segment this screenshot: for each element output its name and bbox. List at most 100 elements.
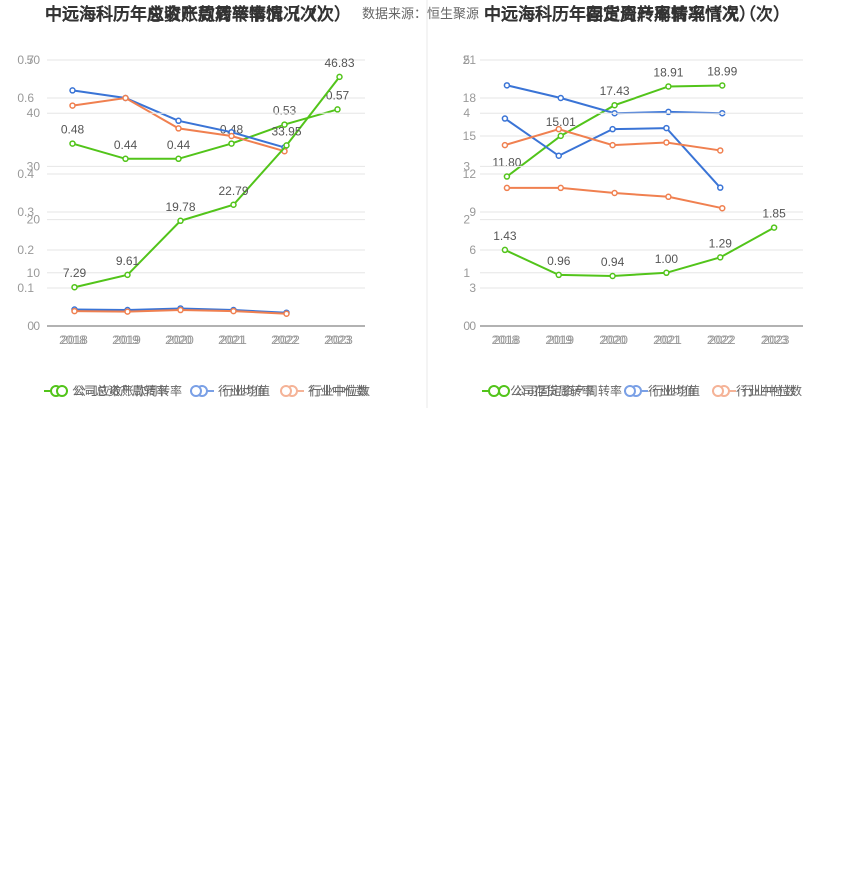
y-tick-label: 40 [27,106,41,120]
y-tick-label: 21 [463,53,477,67]
data-point[interactable] [717,254,724,261]
data-point[interactable] [665,83,672,90]
data-point[interactable] [124,271,131,279]
data-label: 1.43 [493,229,517,243]
data-point[interactable] [609,125,616,133]
data-point[interactable] [336,73,343,81]
data-label: 0.44 [114,138,138,152]
data-point[interactable] [503,82,511,89]
data-point[interactable] [719,82,726,89]
data-point[interactable] [281,121,288,128]
y-tick-label: 5 [463,53,470,67]
data-point[interactable] [228,140,235,147]
legend-right-b-series-3: 行业中位数 [742,383,802,398]
y-tick-label: 0.1 [17,281,34,295]
data-label: 33.95 [271,124,301,138]
data-point[interactable] [230,201,237,209]
y-tick-label: 12 [463,167,477,181]
data-point[interactable] [557,184,564,192]
y-tick-label: 0 [469,319,476,333]
data-point[interactable] [663,139,670,146]
x-tick-label: 2023 [324,333,351,347]
data-point[interactable] [334,106,341,113]
data-label: 18.91 [653,65,683,79]
data-point[interactable] [555,271,562,279]
x-tick-label: 2021 [220,333,247,347]
data-point[interactable] [71,307,78,315]
y-tick-label: 2 [463,213,470,227]
data-label: 9.61 [116,254,140,268]
y-tick-label: 0.3 [17,205,34,219]
data-point[interactable] [71,283,78,291]
chart-title-right-b: 中远海科历年固定资产周转率情况（次） [484,4,790,24]
legend-left-b-series-2: 行业均值 [222,383,270,398]
data-point[interactable] [501,246,509,254]
x-tick-label: 2019 [547,333,574,347]
data-point[interactable] [124,308,131,315]
series-line-0 [72,108,338,160]
data-point[interactable] [228,132,235,140]
data-point[interactable] [609,141,616,149]
data-point[interactable] [501,115,509,122]
data-point[interactable] [503,184,511,192]
data-point[interactable] [555,125,562,133]
data-point[interactable] [69,140,76,147]
chart-title-left-a: 中远海科历年总资产周转率情况（次） [45,4,334,24]
chart-title-left-b: 中远海科历年应收账款周转率情况（次） [45,4,351,24]
data-point[interactable] [557,132,564,140]
data-point[interactable] [175,117,182,125]
data-point[interactable] [69,102,76,109]
y-tick-label: 3 [463,159,470,173]
data-point[interactable] [555,152,562,160]
data-label: 0.94 [601,255,625,269]
data-point[interactable] [122,155,129,163]
legend-left-b[interactable]: 公司应收账款周转率 行业均值 行业中位数 [56,383,370,398]
x-tick-label: 2023 [326,333,353,347]
data-point[interactable] [501,141,509,149]
y-tick-label: 1 [463,266,470,280]
data-point[interactable] [283,142,290,149]
y-tick-label: 0.4 [17,167,34,181]
data-point[interactable] [609,272,616,280]
data-point[interactable] [230,307,237,315]
data-point[interactable] [175,125,182,132]
y-tick-label: 0.7 [17,53,34,67]
x-tick-label: 2018 [492,333,519,347]
data-point[interactable] [175,155,182,163]
data-label: 0.57 [326,88,350,102]
x-tick-label: 2022 [273,333,300,347]
x-tick-label: 2018 [61,333,88,347]
data-point[interactable] [122,94,129,102]
data-label: 0.48 [61,123,85,137]
data-point[interactable] [557,94,564,102]
data-point[interactable] [717,147,724,154]
data-point[interactable] [665,193,672,201]
data-source-label: 数据来源：恒生聚源 [362,6,479,21]
data-point[interactable] [69,87,76,94]
data-point[interactable] [611,101,618,109]
data-point[interactable] [663,124,670,132]
x-tick-label: 2021 [655,333,682,347]
y-tick-label: 50 [27,53,41,67]
y-tick-label: 0 [463,319,470,333]
x-tick-label: 2020 [167,333,194,347]
data-point[interactable] [177,306,184,314]
y-tick-label: 3 [469,281,476,295]
data-point[interactable] [770,224,778,231]
legend-right-a[interactable]: 公司存货周转率 行业均值 行业中位数 [482,383,796,398]
data-point[interactable] [663,269,670,277]
data-point[interactable] [719,204,726,212]
x-tick-label: 2021 [218,333,245,347]
data-point[interactable] [611,189,618,197]
legend-right-b[interactable]: 公司固定资产周转率 行业均值 行业中位数 [498,383,802,398]
data-point[interactable] [717,184,724,191]
data-point[interactable] [503,173,511,180]
x-tick-label: 2023 [761,333,788,347]
data-point[interactable] [177,217,184,225]
data-point[interactable] [283,310,290,318]
data-label: 0.44 [167,138,191,152]
data-label: 17.43 [600,84,630,98]
legend-right-a-series-2: 行业均值 [648,383,696,398]
